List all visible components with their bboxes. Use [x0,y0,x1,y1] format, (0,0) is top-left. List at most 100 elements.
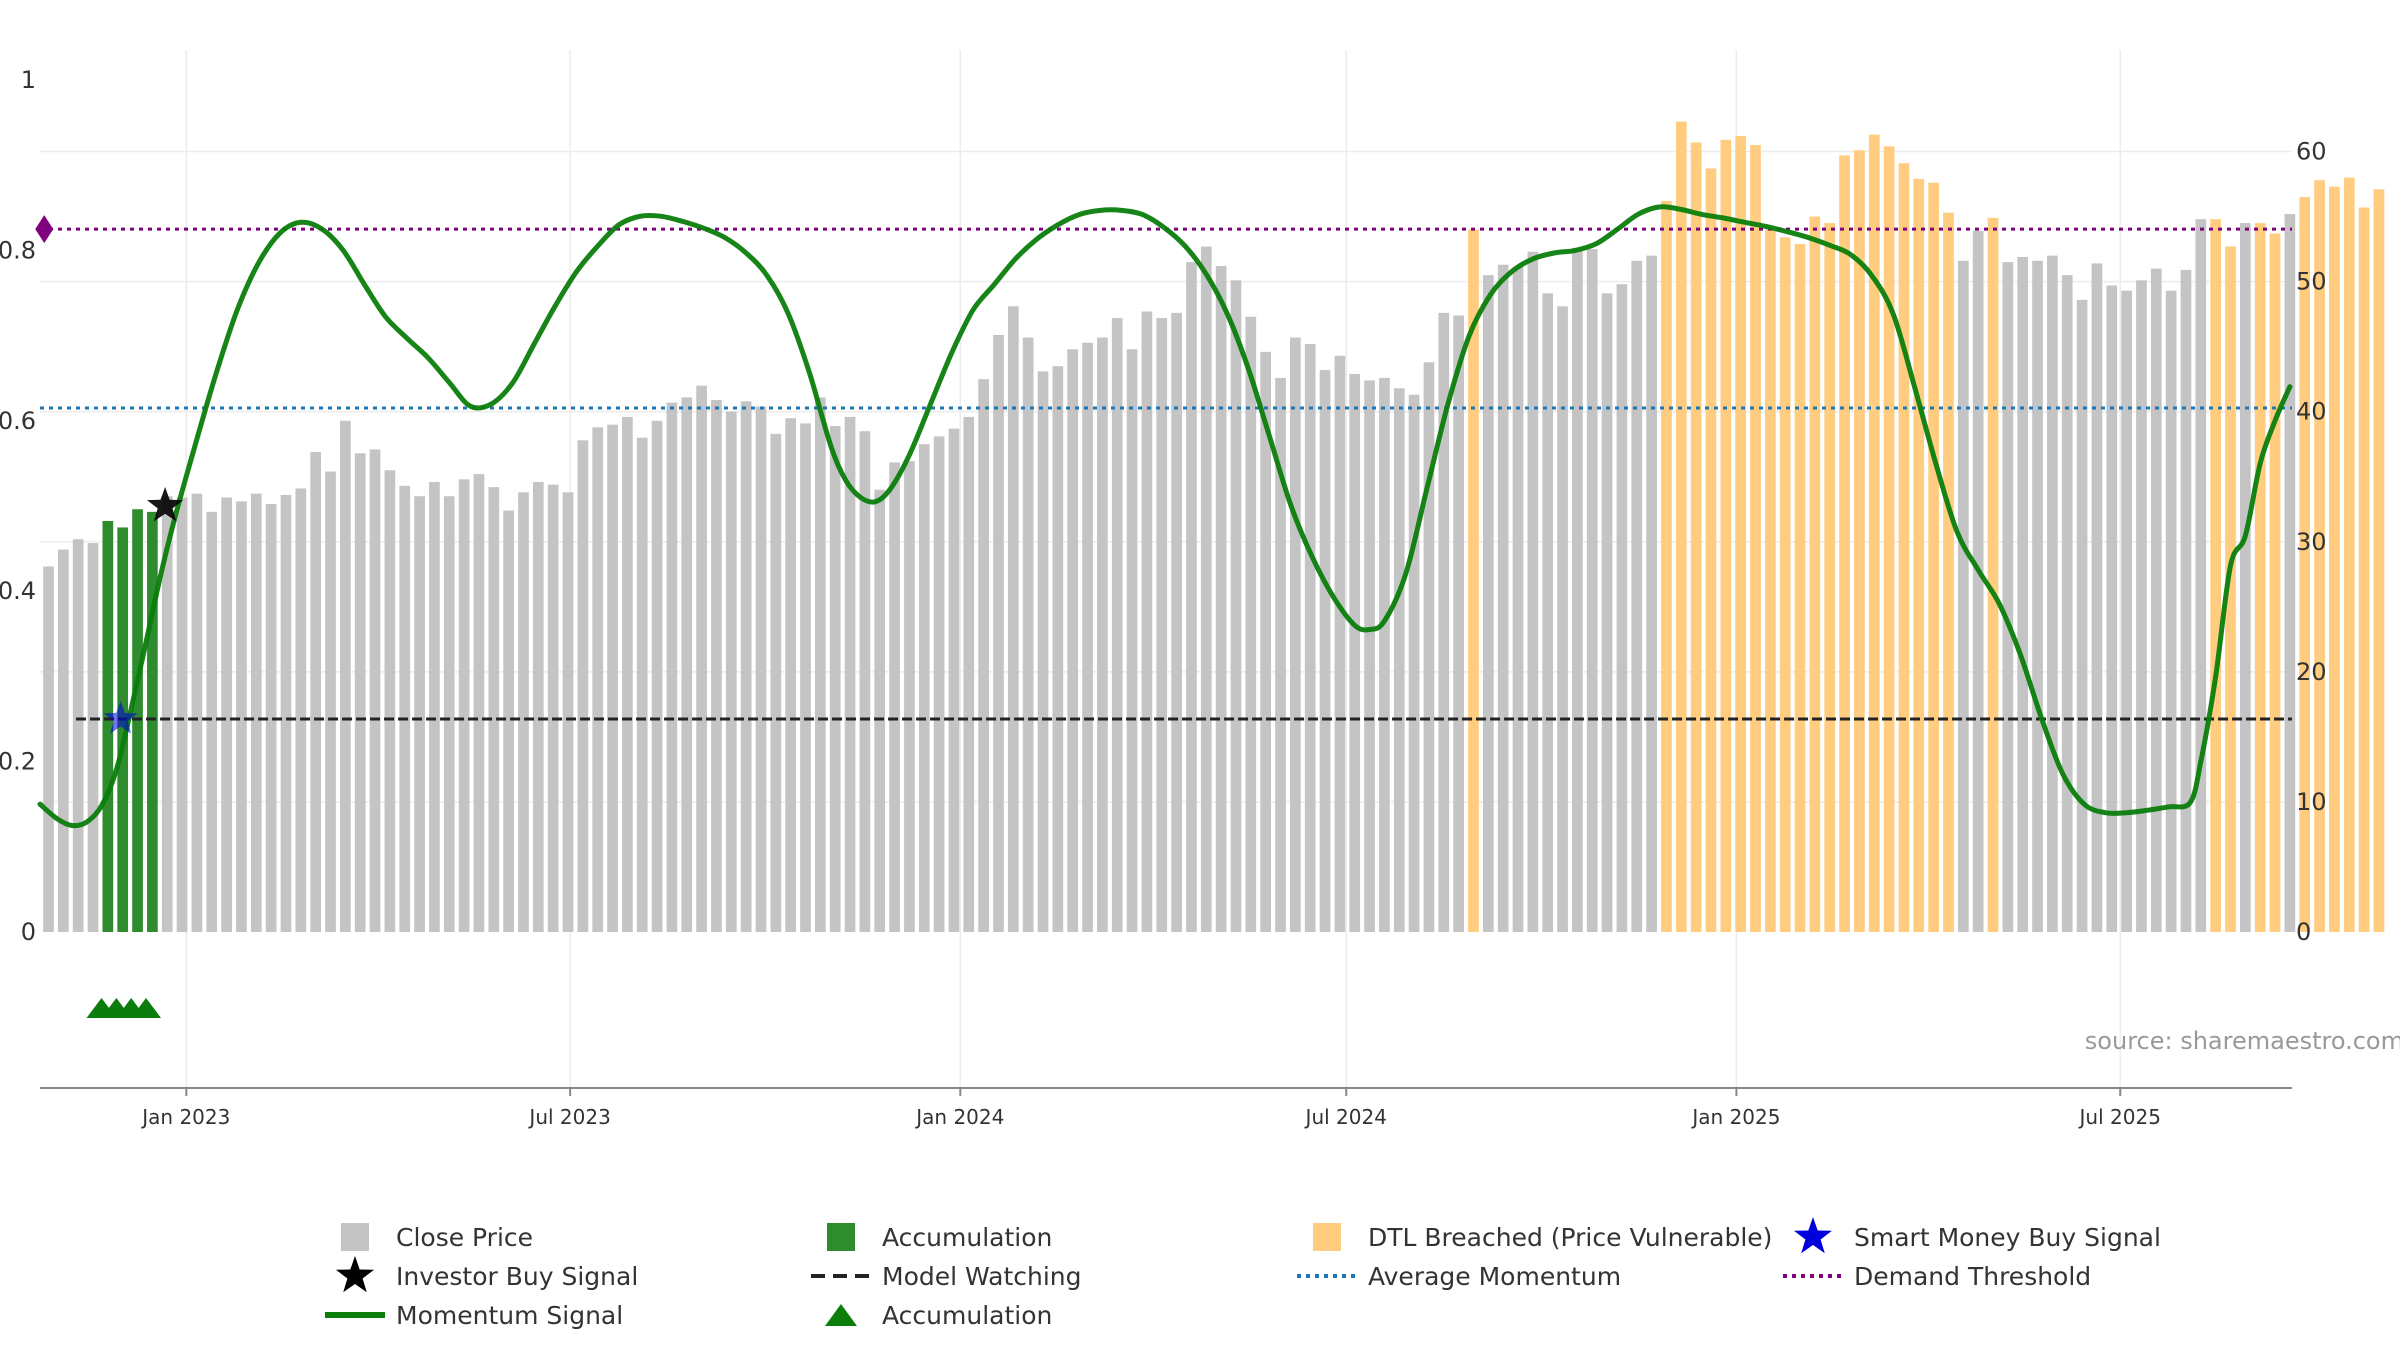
price-bar [132,509,143,932]
price-bar [1809,216,1821,933]
smart-money-buy-star [103,701,138,734]
price-bar [1156,318,1168,933]
price-bar [1601,293,1613,932]
price-bar [1957,260,1969,932]
price-bar [1230,280,1242,932]
price-bar [236,501,247,932]
price-bar [1304,344,1316,933]
price-bar [2047,255,2058,933]
legend-label: Accumulation [882,1301,1052,1330]
x-tick-label: Jul 2024 [1304,1105,1387,1129]
price-bar [1037,371,1049,933]
price-bar [2284,213,2296,932]
price-bar [1586,249,1598,932]
price-bar [429,481,440,932]
price-bar [1898,163,1910,933]
price-bar [2017,256,2029,932]
price-bar [1928,182,1939,932]
price-bar [384,470,396,932]
price-bar [399,485,411,932]
legend-swatch-star-icon [1794,1217,1832,1254]
price-bar [681,397,693,933]
price-bar [1067,349,1079,932]
price-bar [1542,293,1554,932]
price-bar [1557,306,1568,932]
price-bar [2358,207,2370,933]
price-bar [1171,312,1182,932]
price-bar [458,479,470,932]
legend-swatch-triangle-icon [825,1304,857,1326]
price-bar [622,416,633,932]
price-bar [1497,264,1509,933]
signal-markers [35,215,184,1018]
x-tick-label: Jan 2024 [914,1105,1004,1129]
left-tick-label: 0.6 [0,407,36,435]
price-bar [1794,243,1806,932]
price-bar [2299,197,2311,932]
price-bar [72,539,84,932]
price-bar [2032,260,2043,932]
price-bar [889,462,900,932]
price-bar [577,440,589,932]
momentum-signal-line [37,204,2293,829]
left-tick-label: 1 [21,66,36,94]
price-bar [147,511,158,932]
price-bar [2225,246,2236,933]
price-bar [1512,267,1524,932]
price-bar [1097,337,1108,932]
price-bar [785,418,797,932]
price-bar [918,444,930,932]
price-bar [2343,177,2355,932]
price-bar [340,420,351,932]
x-tick-label: Jan 2023 [140,1105,230,1129]
price-bar [102,520,114,932]
investor-buy-star [147,487,184,522]
right-tick-label: 40 [2296,398,2327,426]
price-bar [1453,315,1464,932]
price-bar [1616,284,1628,932]
price-bar [815,397,826,933]
price-bar [1690,142,1702,932]
price-bar [607,424,618,932]
price-bar [473,474,485,932]
price-bar [859,431,871,932]
price-bar [1705,168,1717,932]
price-bar [1245,316,1257,933]
price-bar [1572,247,1583,933]
price-bar [2150,268,2162,932]
price-bar [2106,285,2118,932]
price-bar [2254,223,2266,932]
price-bar [532,481,544,932]
price-bar [1423,362,1435,933]
price-bar [503,510,514,932]
price-bar [1082,342,1093,932]
legend: Close Price Accumulation DTL Breached (Pri… [325,1217,2161,1330]
right-tick-label: 30 [2296,528,2327,556]
price-bar [666,402,678,932]
price-bar [1943,212,1954,932]
price-bar [221,497,232,932]
legend-label: Average Momentum [1368,1262,1621,1291]
legend-label: Smart Money Buy Signal [1854,1223,2161,1252]
price-bar [1200,246,1212,933]
price-bar [1126,349,1138,932]
price-bar [1720,139,1732,933]
price-bar [176,497,188,932]
price-bar [1779,237,1791,933]
price-bar [1393,388,1405,933]
price-bar [295,488,307,932]
price-bar [562,492,574,932]
price-bar [1646,255,1657,933]
price-bar [1438,312,1450,932]
price-bar [325,471,336,932]
price-bar [206,511,218,932]
price-bar [310,452,322,932]
price-bar [1379,377,1390,932]
price-bar [1349,373,1361,932]
price-bar [2061,275,2073,932]
price-bar [191,493,203,932]
price-bar [874,489,886,932]
price-bar [280,494,292,932]
price-bar [2314,180,2325,932]
